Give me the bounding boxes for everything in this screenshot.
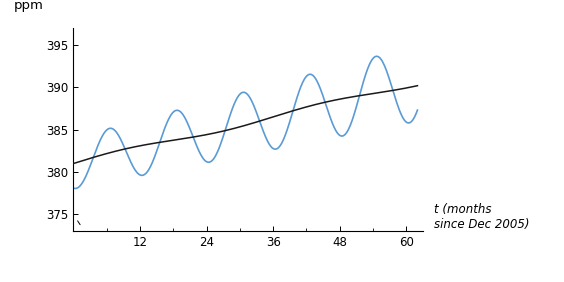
Text: t (months
since Dec 2005): t (months since Dec 2005) (434, 203, 530, 231)
Text: ppm: ppm (14, 0, 44, 12)
